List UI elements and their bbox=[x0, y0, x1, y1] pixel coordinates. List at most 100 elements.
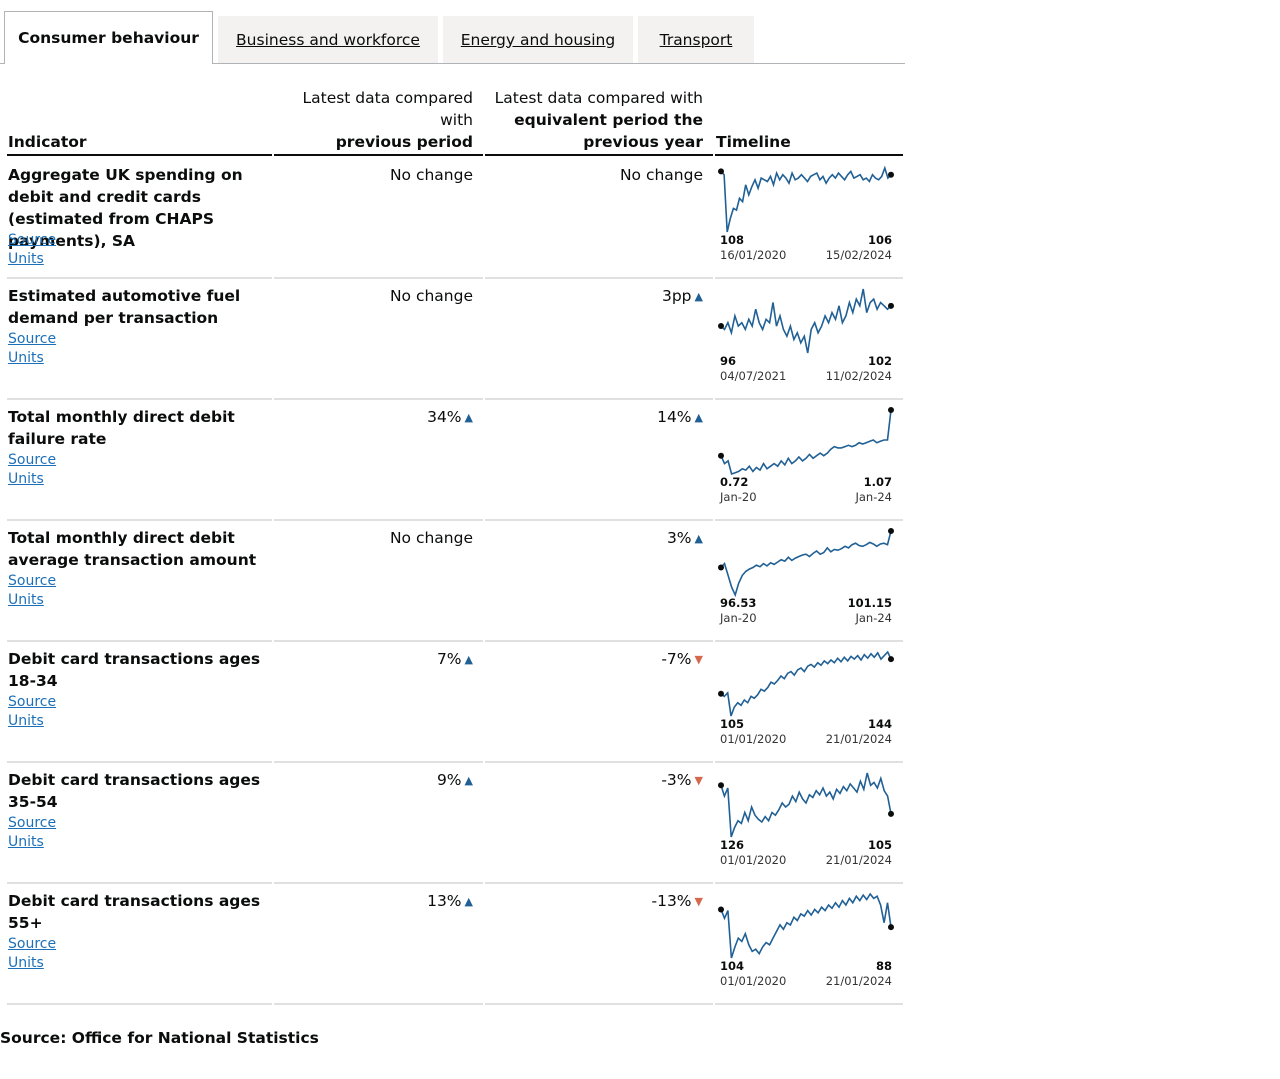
sparkline-end-point bbox=[888, 656, 894, 663]
units-link[interactable]: Units bbox=[8, 592, 44, 608]
units-link[interactable]: Units bbox=[8, 834, 44, 850]
sparkline-chart bbox=[718, 650, 894, 717]
header-indicator: Indicator bbox=[8, 133, 87, 151]
source-link[interactable]: Source bbox=[8, 815, 57, 831]
source-link[interactable]: Source bbox=[8, 331, 57, 347]
sparkline-series-line bbox=[720, 409, 892, 476]
source-link[interactable]: Source bbox=[8, 452, 57, 468]
header-previous-period: Latest data compared with previous perio… bbox=[274, 87, 473, 153]
previous-year-value: 3% ▲ bbox=[485, 527, 703, 550]
previous-year-text: -3% bbox=[661, 771, 692, 789]
header-rule-timeline bbox=[715, 154, 903, 156]
table-row: Debit card transactions ages 35-54 Source… bbox=[0, 763, 905, 884]
row-divider bbox=[274, 398, 483, 400]
sparkline-start-point bbox=[718, 168, 724, 175]
sparkline-start-point bbox=[718, 906, 724, 913]
sparkline-start-date: 01/01/2020 bbox=[720, 974, 787, 988]
sparkline-start-point bbox=[718, 690, 724, 697]
sparkline-series-line bbox=[720, 530, 892, 598]
row-divider bbox=[7, 277, 272, 279]
sparkline-start-date: 04/07/2021 bbox=[720, 369, 787, 383]
previous-year-text: 3pp bbox=[661, 287, 692, 305]
row-divider bbox=[274, 519, 483, 521]
units-link[interactable]: Units bbox=[8, 251, 44, 267]
row-divider bbox=[274, 640, 483, 642]
row-divider bbox=[7, 398, 272, 400]
previous-period-up-arrow-icon: ▲ bbox=[464, 411, 473, 424]
sparkline-end-value: 1.07 bbox=[863, 475, 892, 489]
header-rule-year bbox=[485, 154, 713, 156]
sparkline-start-date: 16/01/2020 bbox=[720, 248, 787, 262]
previous-year-text: 14% bbox=[657, 408, 692, 426]
previous-period-text: No change bbox=[389, 529, 473, 547]
sparkline-series-line bbox=[720, 650, 892, 717]
units-link[interactable]: Units bbox=[8, 955, 44, 971]
previous-period-text: 9% bbox=[436, 771, 462, 789]
row-divider bbox=[715, 277, 903, 279]
row-divider bbox=[485, 519, 713, 521]
sparkline-end-point bbox=[888, 171, 894, 178]
previous-year-down-arrow-icon: ▼ bbox=[694, 895, 703, 908]
row-divider bbox=[7, 761, 272, 763]
row-divider bbox=[485, 1003, 713, 1005]
table-row: Debit card transactions ages 55+ Source Un… bbox=[0, 884, 905, 1005]
previous-year-value: No change bbox=[485, 164, 703, 186]
indicator-links: Source Units bbox=[8, 814, 56, 852]
row-divider bbox=[485, 761, 713, 763]
row-divider bbox=[485, 398, 713, 400]
previous-year-value: -7% ▼ bbox=[485, 648, 703, 671]
sparkline-end-value: 106 bbox=[867, 233, 892, 247]
row-divider bbox=[7, 640, 272, 642]
indicator-links: Source Units bbox=[8, 572, 56, 610]
previous-period-up-arrow-icon: ▲ bbox=[464, 653, 473, 666]
indicator-links: Source Units bbox=[8, 935, 56, 973]
sparkline-chart bbox=[718, 165, 894, 233]
previous-period-text: 13% bbox=[427, 892, 462, 910]
units-link[interactable]: Units bbox=[8, 471, 44, 487]
indicator-links: Source Units bbox=[8, 693, 56, 731]
sparkline-chart bbox=[718, 407, 894, 476]
source-link[interactable]: Source bbox=[8, 573, 57, 589]
timeline-sparkline: 108 106 16/01/2020 15/02/2024 bbox=[715, 162, 895, 272]
previous-year-down-arrow-icon: ▼ bbox=[694, 774, 703, 787]
indicator-title: Debit card transactions ages 35-54 bbox=[8, 771, 261, 811]
header-rule-indicator bbox=[7, 154, 272, 156]
row-divider bbox=[715, 398, 903, 400]
source-link[interactable]: Source bbox=[8, 232, 57, 248]
timeline-sparkline: 96.53 101.15 Jan-20 Jan-24 bbox=[715, 525, 895, 635]
sparkline-start-value: 96.53 bbox=[720, 596, 757, 610]
sparkline-start-point bbox=[718, 452, 724, 459]
sparkline-start-date: 01/01/2020 bbox=[720, 732, 787, 746]
header-prev-line3: previous period bbox=[335, 133, 473, 151]
previous-year-value: 14% ▲ bbox=[485, 406, 703, 429]
tab-business-and-workforce[interactable]: Business and workforce bbox=[218, 16, 438, 63]
indicator-links: Source Units bbox=[8, 451, 56, 489]
units-link[interactable]: Units bbox=[8, 350, 44, 366]
sparkline-start-date: Jan-20 bbox=[720, 611, 757, 625]
table-row: Estimated automotive fuel demand per tra… bbox=[0, 279, 905, 400]
source-link[interactable]: Source bbox=[8, 694, 57, 710]
table-row: Debit card transactions ages 18-34 Source… bbox=[0, 642, 905, 763]
sparkline-start-value: 105 bbox=[720, 717, 745, 731]
sparkline-start-value: 126 bbox=[720, 838, 745, 852]
sparkline-chart bbox=[718, 288, 894, 354]
sparkline-chart bbox=[718, 892, 894, 959]
previous-year-text: -13% bbox=[651, 892, 692, 910]
table-row: Total monthly direct debit failure rate S… bbox=[0, 400, 905, 521]
previous-period-value: No change bbox=[274, 285, 473, 307]
tab-energy-and-housing[interactable]: Energy and housing bbox=[443, 16, 633, 63]
sparkline-end-value: 144 bbox=[867, 717, 892, 731]
tab-consumer-behaviour[interactable]: Consumer behaviour bbox=[4, 11, 213, 64]
row-divider bbox=[715, 761, 903, 763]
previous-year-up-arrow-icon: ▲ bbox=[694, 411, 703, 424]
sparkline-series-line bbox=[720, 288, 892, 354]
indicator-title: Total monthly direct debit average trans… bbox=[8, 529, 257, 569]
source-link[interactable]: Source bbox=[8, 936, 57, 952]
row-divider bbox=[485, 277, 713, 279]
tab-transport[interactable]: Transport bbox=[638, 16, 754, 63]
timeline-sparkline: 126 105 01/01/2020 21/01/2024 bbox=[715, 767, 895, 877]
sparkline-series-line bbox=[720, 165, 892, 233]
units-link[interactable]: Units bbox=[8, 713, 44, 729]
tab-bar-divider bbox=[0, 63, 905, 64]
header-rule-prev bbox=[274, 154, 483, 156]
